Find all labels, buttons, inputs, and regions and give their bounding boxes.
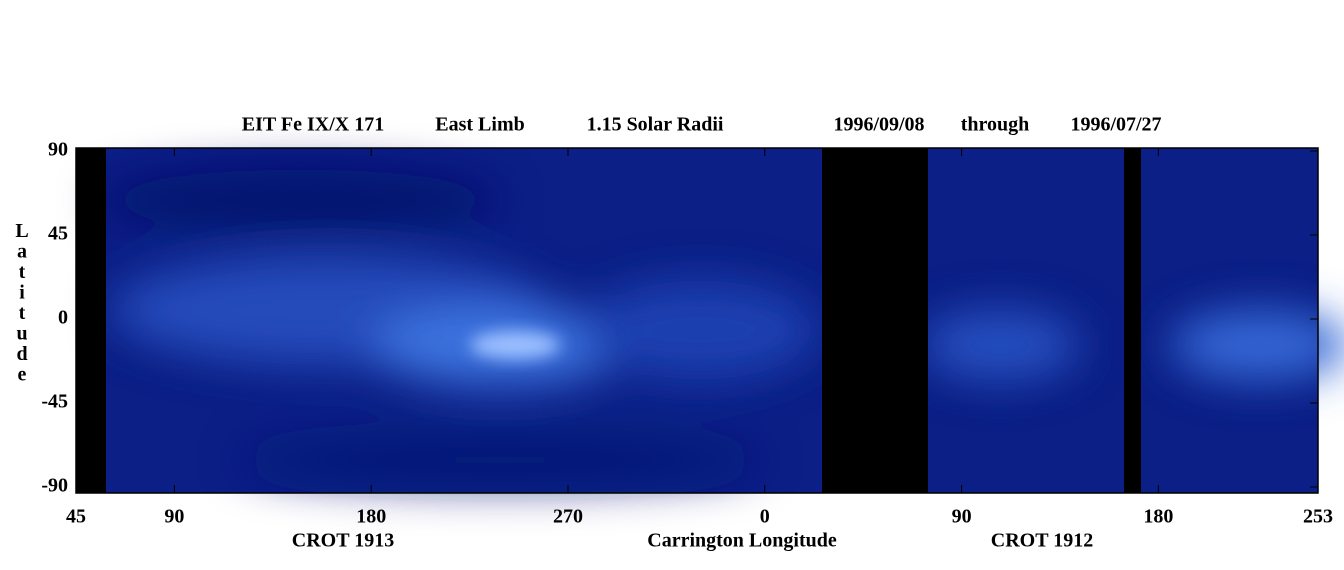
y-tick-label: 0 (58, 307, 68, 329)
x-tick-label: 0 (760, 506, 770, 528)
y-tick-label: 90 (48, 139, 68, 161)
title: EIT Fe IX/X 171 East Limb 1.15 Solar Radii… (242, 114, 1162, 136)
x-axis-label: Carrington Longitude (647, 530, 837, 552)
y-tick-label: -45 (41, 391, 68, 413)
map-image (75, 147, 1344, 494)
y-tick-label: -90 (41, 475, 68, 497)
title-part: EIT Fe IX/X 171 (242, 114, 384, 136)
title-part: 1996/07/27 (1070, 114, 1161, 136)
x-tick-label: 180 (356, 506, 386, 528)
x-tick-label: 180 (1143, 506, 1173, 528)
title-part: 1996/09/08 (833, 114, 924, 136)
x-tick-label: 45 (66, 506, 86, 528)
rotation-label: CROT 1912 (991, 530, 1093, 552)
x-tick-label: 270 (553, 506, 583, 528)
x-tick-label: 90 (952, 506, 972, 528)
title-part: 1.15 Solar Radii (587, 114, 724, 136)
x-tick-label: 90 (164, 506, 184, 528)
y-tick-label: 45 (48, 223, 68, 245)
rotation-label: CROT 1913 (292, 530, 394, 552)
title-part: East Limb (435, 114, 524, 136)
x-tick-label: 253 (1303, 506, 1333, 528)
title-part: through (961, 114, 1030, 136)
